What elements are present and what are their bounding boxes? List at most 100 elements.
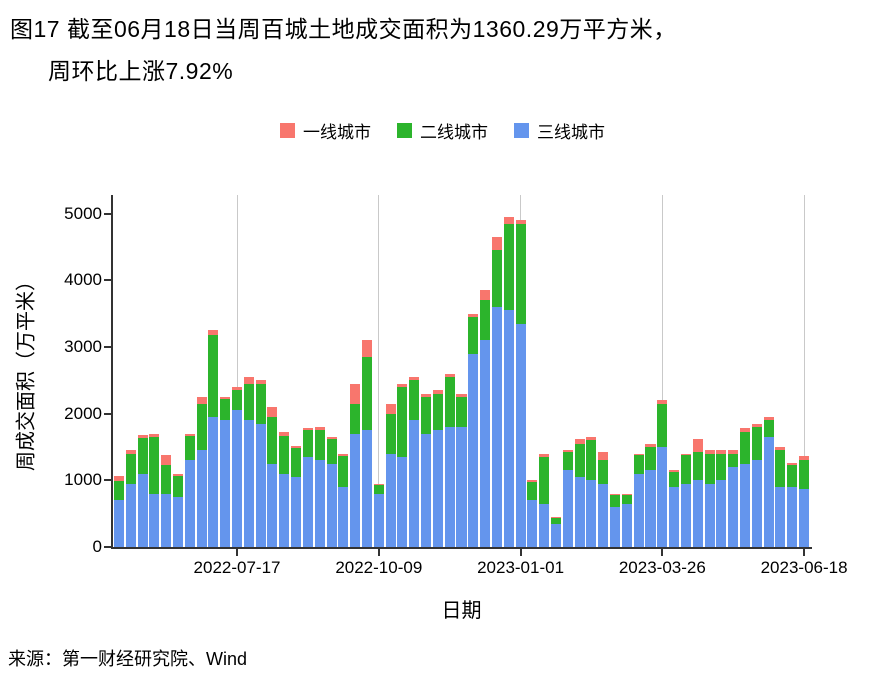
bar-segment-二线城市	[172, 475, 183, 497]
bar-segment-一线城市	[326, 437, 337, 439]
bar-segment-一线城市	[279, 432, 290, 436]
legend-item-3: 三线城市	[514, 118, 605, 143]
bar-segment-二线城市	[409, 380, 420, 421]
bar-segment-一线城市	[704, 450, 715, 454]
bar-segment-一线城市	[539, 453, 550, 457]
bar-segment-三线城市	[291, 477, 302, 547]
bar-segment-三线城市	[515, 323, 526, 547]
bar-segment-一线城市	[302, 428, 313, 431]
bar-segment-二线城市	[291, 447, 302, 477]
bar-segment-三线城市	[184, 460, 195, 547]
bar-segment-三线城市	[539, 503, 550, 547]
bar-segment-三线城市	[232, 410, 243, 547]
x-tick-mark	[519, 549, 522, 556]
bar-segment-三线城市	[444, 427, 455, 547]
bar-segment-三线城市	[598, 483, 609, 547]
bar-segment-一线城市	[409, 377, 420, 381]
bar-segment-一线城市	[598, 452, 609, 461]
bar-segment-二线城市	[562, 451, 573, 471]
bar-segment-一线城市	[361, 340, 372, 357]
bar-segment-二线城市	[574, 443, 585, 477]
legend-label: 三线城市	[537, 123, 605, 142]
bar-segment-一线城市	[562, 450, 573, 452]
bar-segment-二线城市	[491, 250, 502, 307]
bar-segment-二线城市	[527, 481, 538, 501]
bar-segment-二线城市	[468, 317, 479, 354]
bar-segment-三线城市	[621, 503, 632, 547]
bar-segment-三线城市	[279, 473, 290, 547]
y-tick-mark	[104, 546, 111, 548]
y-tick-mark	[104, 279, 111, 282]
bar-segment-二线城市	[621, 495, 632, 504]
x-tick-mark	[236, 549, 239, 556]
bar-segment-三线城市	[740, 463, 751, 547]
bar-segment-一线城市	[267, 407, 278, 417]
x-tick-label: 2023-03-26	[618, 558, 706, 577]
bar-segment-二线城市	[314, 430, 325, 461]
bar-segment-二线城市	[137, 438, 148, 474]
bar-segment-一线城市	[220, 397, 231, 399]
bar-segment-二线城市	[232, 390, 243, 411]
bar-segment-二线城市	[586, 440, 597, 481]
bar-segment-二线城市	[432, 393, 443, 431]
bar-segment-二线城市	[338, 455, 349, 487]
bar-segment-一线城市	[491, 237, 502, 251]
bar-segment-一线城市	[586, 437, 597, 441]
bar-segment-一线城市	[373, 483, 384, 485]
bar-segment-一线城市	[172, 473, 183, 476]
bar-segment-三线城市	[480, 340, 491, 547]
x-tick-mark	[803, 549, 806, 556]
bar-segment-一线城市	[232, 387, 243, 391]
legend-swatch-icon	[397, 123, 412, 138]
bar-segment-一线城市	[610, 493, 621, 495]
legend-swatch-icon	[280, 123, 295, 138]
bar-segment-三线城市	[550, 523, 562, 547]
bar-segment-一线城市	[763, 417, 774, 421]
bar-segment-三线城市	[716, 480, 727, 547]
bar-segment-一线城市	[480, 290, 491, 301]
bar-segment-一线城市	[740, 428, 751, 432]
y-tick-label: 3000	[64, 337, 102, 356]
bar-segment-二线城市	[716, 453, 727, 481]
bar-segment-一线城市	[184, 433, 195, 436]
bar-segment-一线城市	[751, 423, 762, 427]
vertical-gridline	[803, 195, 805, 547]
y-tick-label: 0	[92, 537, 102, 556]
bar-segment-三线城市	[680, 483, 691, 547]
bar-segment-三线城市	[267, 463, 278, 547]
bar-segment-二线城市	[444, 377, 455, 427]
bar-segment-一线城市	[645, 443, 656, 447]
bar-segment-三线城市	[610, 507, 621, 547]
bar-segment-二线城市	[680, 455, 691, 484]
y-axis-line	[111, 195, 113, 549]
bar-segment-一线城市	[633, 453, 644, 455]
y-tick-mark	[104, 346, 111, 348]
bar-segment-一线城市	[787, 463, 798, 465]
bar-segment-三线城市	[633, 473, 644, 547]
x-tick-label: 2023-06-18	[760, 558, 848, 577]
bar-segment-一线城市	[125, 450, 136, 454]
legend-label: 一线城市	[303, 123, 371, 142]
vertical-gridline	[378, 195, 380, 547]
bar-segment-一线城市	[550, 517, 562, 519]
y-axis-title: 周成交面积（万平米）	[15, 271, 38, 471]
bar-segment-三线城市	[692, 480, 703, 547]
bar-segment-三线城市	[799, 489, 810, 547]
bar-segment-二线城市	[704, 453, 715, 484]
bar-segment-三线城市	[196, 450, 207, 547]
bar-segment-一线城市	[669, 470, 680, 472]
bar-segment-一线城市	[397, 383, 408, 387]
bar-segment-二线城市	[243, 383, 254, 421]
y-tick-mark	[104, 479, 111, 482]
bar-segment-一线城市	[137, 435, 148, 439]
bar-segment-二线城市	[350, 403, 361, 434]
x-tick-label: 2022-07-17	[193, 558, 281, 577]
bar-segment-三线城市	[125, 483, 136, 547]
bar-segment-二线城市	[728, 453, 739, 467]
bar-segment-三线城市	[562, 470, 573, 547]
bar-segment-二线城市	[775, 450, 786, 487]
bar-segment-二线城市	[692, 452, 703, 481]
bar-segment-三线城市	[503, 310, 514, 547]
bar-segment-三线城市	[409, 420, 420, 547]
